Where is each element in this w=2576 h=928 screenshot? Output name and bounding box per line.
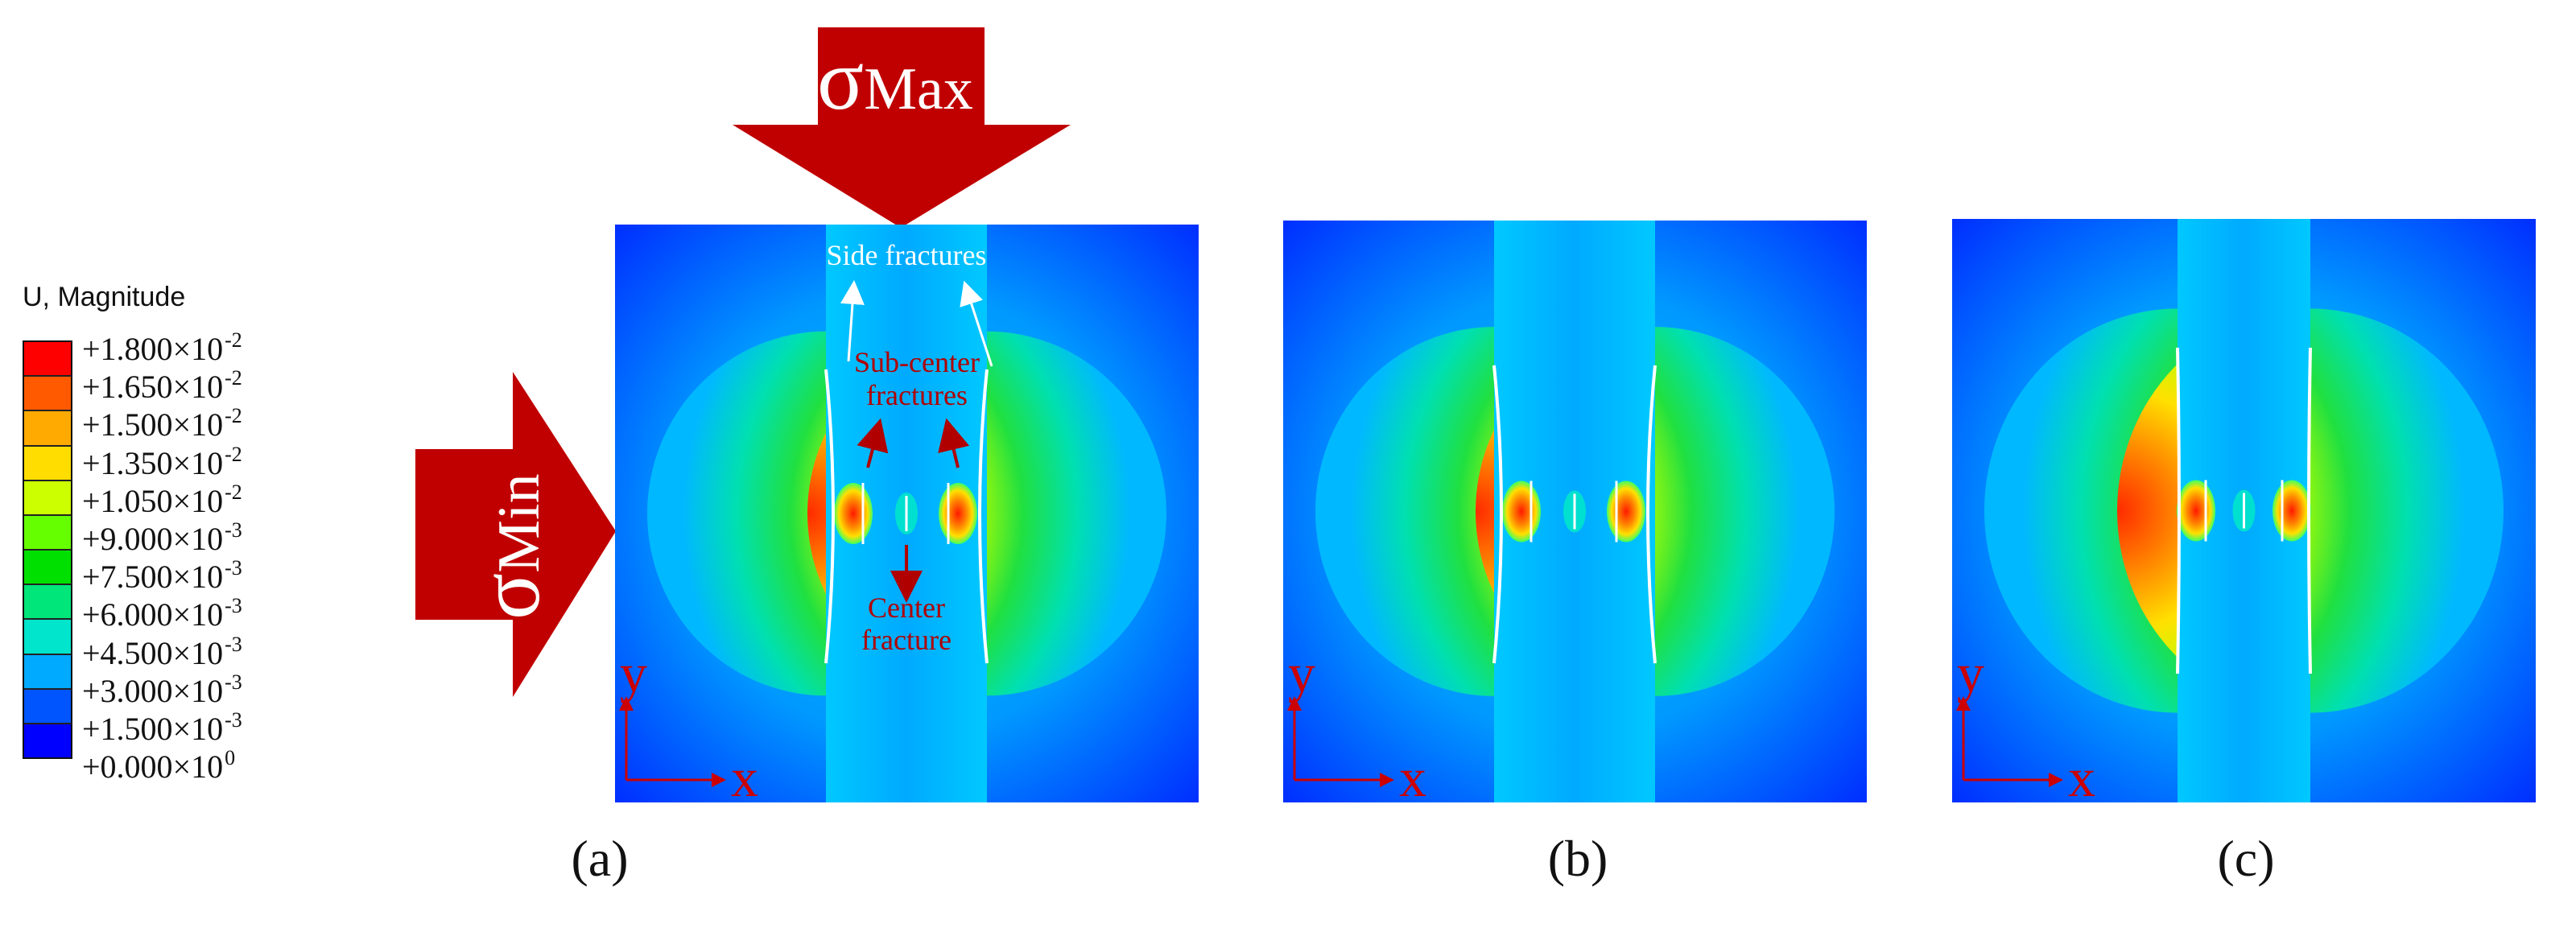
legend-swatch bbox=[24, 620, 71, 655]
sub-center-arrow-left bbox=[857, 418, 889, 468]
legend-label: +1.800×10-2 bbox=[82, 328, 242, 367]
axis-indicator: yx bbox=[1287, 642, 1426, 802]
y-axis-label: y bbox=[620, 642, 647, 703]
legend-swatch bbox=[24, 689, 71, 724]
legend-title: U, Magnitude bbox=[23, 282, 186, 312]
side-fracture-arrow-left bbox=[840, 280, 865, 362]
panel-caption-c: (c) bbox=[2217, 830, 2275, 887]
legend-label: +7.500×10-3 bbox=[82, 556, 242, 596]
x-axis-label: x bbox=[731, 747, 758, 802]
sub-center-label-line2: fractures bbox=[866, 379, 968, 411]
legend-swatch bbox=[24, 377, 71, 412]
legend-label: +6.000×10-3 bbox=[82, 594, 242, 633]
sub-center-arrow-right bbox=[938, 418, 970, 468]
center-fracture-label-line1: Center bbox=[868, 592, 945, 624]
axis-indicator: yx bbox=[1956, 642, 2095, 802]
sigma-max-label: σMax bbox=[817, 32, 973, 128]
y-axis-label: y bbox=[1288, 642, 1315, 703]
x-axis-label: x bbox=[2068, 747, 2095, 802]
panel-caption-a: (a) bbox=[571, 830, 629, 887]
legend-swatch bbox=[24, 480, 71, 516]
legend-label: +1.050×10-2 bbox=[82, 480, 242, 519]
center-fracture-label-line2: fracture bbox=[861, 624, 952, 656]
axis-indicator: yx bbox=[619, 642, 758, 802]
legend-swatch bbox=[24, 342, 71, 377]
legend-label: +1.650×10-2 bbox=[82, 366, 242, 406]
legend-label: +1.500×10-2 bbox=[82, 404, 242, 443]
legend-swatch bbox=[24, 724, 71, 758]
legend-label: +1.500×10-3 bbox=[82, 708, 242, 747]
legend-swatch bbox=[24, 411, 71, 447]
x-axis-label: x bbox=[1399, 747, 1426, 802]
side-fracture-arrow-right bbox=[960, 280, 993, 367]
legend-swatch bbox=[24, 515, 71, 551]
legend-label: +9.000×10-3 bbox=[82, 518, 242, 557]
sigma-min-label: σMin bbox=[462, 473, 558, 620]
legend-color-bar bbox=[23, 340, 72, 759]
legend-label: +0.000×100 bbox=[82, 746, 236, 786]
legend-swatch bbox=[24, 551, 71, 586]
contour-field: yx bbox=[615, 225, 1199, 802]
legend-swatch bbox=[24, 446, 71, 481]
legend-label: +1.350×10-2 bbox=[82, 442, 242, 481]
side-fractures-label: Side fractures bbox=[827, 239, 987, 271]
fracture-annotations: Side fractures Sub-center fractures Cent… bbox=[827, 239, 993, 656]
legend-label: +4.500×10-3 bbox=[82, 632, 242, 671]
legend-label: +3.000×10-3 bbox=[82, 670, 242, 709]
y-axis-label: y bbox=[1957, 642, 1984, 703]
contour-field: yx bbox=[1952, 219, 2536, 802]
legend-swatch bbox=[24, 585, 71, 621]
sub-center-label-line1: Sub-center bbox=[854, 346, 980, 378]
legend-swatch bbox=[24, 654, 71, 690]
panel-caption-b: (b) bbox=[1547, 830, 1608, 887]
contour-field: yx bbox=[1283, 221, 1867, 802]
